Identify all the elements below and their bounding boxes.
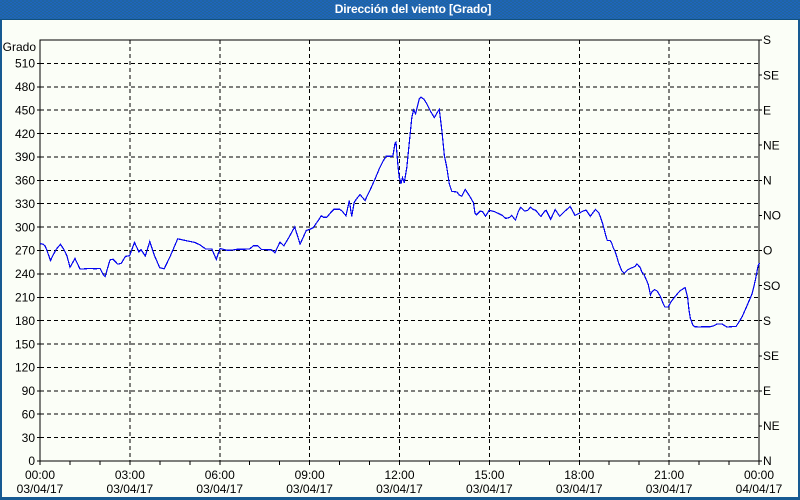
svg-text:03:00: 03:00 [115,468,145,482]
svg-text:03/04/17: 03/04/17 [196,482,243,496]
svg-text:03/04/17: 03/04/17 [556,482,603,496]
svg-text:03/04/17: 03/04/17 [286,482,333,496]
svg-text:00:00: 00:00 [744,468,774,482]
svg-text:O: O [763,244,772,258]
svg-text:60: 60 [22,407,36,421]
svg-text:120: 120 [15,361,35,375]
svg-text:12:00: 12:00 [384,468,414,482]
svg-text:03/04/17: 03/04/17 [646,482,693,496]
svg-text:NE: NE [763,138,780,152]
svg-text:SE: SE [763,68,779,82]
svg-text:03/04/17: 03/04/17 [17,482,64,496]
svg-text:90: 90 [22,384,36,398]
svg-text:420: 420 [15,127,35,141]
svg-text:300: 300 [15,220,35,234]
svg-text:21:00: 21:00 [654,468,684,482]
svg-text:450: 450 [15,103,35,117]
svg-text:N: N [763,174,772,188]
svg-text:NO: NO [763,209,781,223]
svg-text:S: S [763,314,771,328]
svg-text:03/04/17: 03/04/17 [376,482,423,496]
svg-text:04/04/17: 04/04/17 [736,482,783,496]
svg-text:150: 150 [15,337,35,351]
svg-text:390: 390 [15,150,35,164]
svg-text:S: S [763,33,771,47]
svg-text:NE: NE [763,419,780,433]
svg-text:03/04/17: 03/04/17 [107,482,154,496]
svg-text:240: 240 [15,267,35,281]
svg-text:03/04/17: 03/04/17 [466,482,513,496]
svg-text:180: 180 [15,314,35,328]
svg-text:210: 210 [15,291,35,305]
svg-text:360: 360 [15,174,35,188]
svg-text:06:00: 06:00 [205,468,235,482]
svg-text:N: N [763,454,772,468]
svg-text:480: 480 [15,80,35,94]
svg-text:330: 330 [15,197,35,211]
svg-text:0: 0 [28,454,35,468]
svg-text:00:00: 00:00 [25,468,55,482]
svg-text:510: 510 [15,57,35,71]
svg-text:SO: SO [763,279,780,293]
svg-text:09:00: 09:00 [295,468,325,482]
svg-text:Grado: Grado [3,40,37,54]
svg-text:270: 270 [15,244,35,258]
svg-text:18:00: 18:00 [564,468,594,482]
svg-text:E: E [763,103,771,117]
svg-text:30: 30 [22,431,36,445]
svg-text:E: E [763,384,771,398]
svg-text:SE: SE [763,349,779,363]
svg-text:15:00: 15:00 [474,468,504,482]
